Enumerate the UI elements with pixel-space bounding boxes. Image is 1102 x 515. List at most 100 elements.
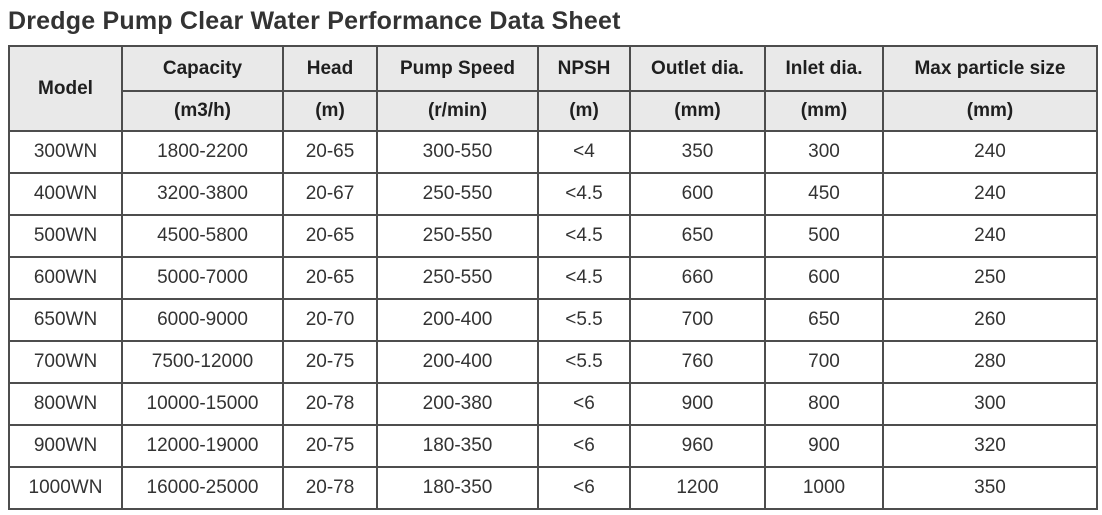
table-cell: 1800-2200 (121, 130, 284, 174)
table-cell: 660 (629, 256, 766, 300)
table-cell: 200-380 (376, 382, 539, 426)
table-cell: 250-550 (376, 256, 539, 300)
table-cell: 180-350 (376, 466, 539, 510)
header-cell-inlet-dia: Inlet dia. (764, 45, 884, 92)
header-cell-model: Model (8, 45, 123, 132)
table-cell: 960 (629, 424, 766, 468)
table-cell: <4.5 (537, 256, 631, 300)
table-cell: 500WN (8, 214, 123, 258)
table-cell: 16000-25000 (121, 466, 284, 510)
table-cell: 250-550 (376, 214, 539, 258)
header-cell-max-particle-size: Max particle size (882, 45, 1098, 92)
table-cell: 240 (882, 172, 1098, 216)
table-cell: 350 (629, 130, 766, 174)
table-cell: 350 (882, 466, 1098, 510)
table-cell: 7500-12000 (121, 340, 284, 384)
unit-cell-outlet-dia: (mm) (629, 90, 766, 132)
table-row: 1000WN 16000-25000 20-78 180-350 <6 1200 1000 3… (8, 466, 1098, 510)
table-cell: 450 (764, 172, 884, 216)
table-cell: 650WN (8, 298, 123, 342)
table-cell: 300 (764, 130, 884, 174)
table-cell: 260 (882, 298, 1098, 342)
table-cell: <6 (537, 466, 631, 510)
table-row: 800WN 10000-15000 20-78 200-380 <6 900 800 300 (8, 382, 1098, 426)
table-cell: 1200 (629, 466, 766, 510)
table-cell: 20-65 (282, 130, 378, 174)
table-cell: 200-400 (376, 298, 539, 342)
table-header: Model Capacity Head Pump Speed NPSH Outl… (8, 45, 1098, 132)
table-cell: 180-350 (376, 424, 539, 468)
unit-cell-inlet-dia: (mm) (764, 90, 884, 132)
table-cell: 250-550 (376, 172, 539, 216)
unit-cell-capacity: (m3/h) (121, 90, 284, 132)
table-cell: 240 (882, 214, 1098, 258)
table-cell: <6 (537, 382, 631, 426)
table-cell: 240 (882, 130, 1098, 174)
table-cell: 20-67 (282, 172, 378, 216)
table-cell: 600WN (8, 256, 123, 300)
page-title: Dredge Pump Clear Water Performance Data… (8, 7, 621, 35)
table-cell: 650 (764, 298, 884, 342)
table-cell: 10000-15000 (121, 382, 284, 426)
unit-cell-npsh: (m) (537, 90, 631, 132)
table-cell: 20-65 (282, 256, 378, 300)
table-cell: <4.5 (537, 172, 631, 216)
table-cell: 650 (629, 214, 766, 258)
table-cell: 760 (629, 340, 766, 384)
table-cell: 600 (629, 172, 766, 216)
table-body: 300WN 1800-2200 20-65 300-550 <4 350 300 240 400… (8, 130, 1098, 510)
header-unit-row: (m3/h) (m) (r/min) (m) (mm) (mm) (mm) (9, 90, 1098, 132)
table-row: 650WN 6000-9000 20-70 200-400 <5.5 700 650 260 (8, 298, 1098, 342)
table-row: 900WN 12000-19000 20-75 180-350 <6 960 900 320 (8, 424, 1098, 468)
performance-table: Model Capacity Head Pump Speed NPSH Outl… (8, 45, 1098, 510)
table-cell: <5.5 (537, 298, 631, 342)
table-cell: 280 (882, 340, 1098, 384)
unit-cell-max-particle-size: (mm) (882, 90, 1098, 132)
table-cell: 5000-7000 (121, 256, 284, 300)
table-cell: 20-75 (282, 340, 378, 384)
table-cell: 300WN (8, 130, 123, 174)
table-cell: 700WN (8, 340, 123, 384)
table-row: 700WN 7500-12000 20-75 200-400 <5.5 760 700 280 (8, 340, 1098, 384)
table-cell: 500 (764, 214, 884, 258)
table-row: 400WN 3200-3800 20-67 250-550 <4.5 600 450 240 (8, 172, 1098, 216)
table-cell: 400WN (8, 172, 123, 216)
table-cell: 700 (629, 298, 766, 342)
table-cell: <5.5 (537, 340, 631, 384)
table-cell: 700 (764, 340, 884, 384)
header-label-row: Model Capacity Head Pump Speed NPSH Outl… (8, 45, 1098, 132)
table-cell: 12000-19000 (121, 424, 284, 468)
header-cell-outlet-dia: Outlet dia. (629, 45, 766, 92)
table-cell: 800WN (8, 382, 123, 426)
table-cell: 900 (764, 424, 884, 468)
table-cell: 4500-5800 (121, 214, 284, 258)
table-row: 600WN 5000-7000 20-65 250-550 <4.5 660 600 250 (8, 256, 1098, 300)
table-cell: <4.5 (537, 214, 631, 258)
header-cell-head: Head (282, 45, 378, 92)
table-row: 500WN 4500-5800 20-65 250-550 <4.5 650 500 240 (8, 214, 1098, 258)
table-cell: 20-75 (282, 424, 378, 468)
table-cell: 20-78 (282, 466, 378, 510)
table-cell: <4 (537, 130, 631, 174)
table-cell: 1000 (764, 466, 884, 510)
header-cell-capacity: Capacity (121, 45, 284, 92)
table-cell: 1000WN (8, 466, 123, 510)
unit-cell-head: (m) (282, 90, 378, 132)
table-cell: 900 (629, 382, 766, 426)
table-cell: 300 (882, 382, 1098, 426)
table-cell: 20-65 (282, 214, 378, 258)
unit-cell-pump-speed: (r/min) (376, 90, 539, 132)
table-cell: 20-70 (282, 298, 378, 342)
table-cell: 3200-3800 (121, 172, 284, 216)
table-cell: 20-78 (282, 382, 378, 426)
table-cell: 320 (882, 424, 1098, 468)
table-cell: 6000-9000 (121, 298, 284, 342)
table-cell: 800 (764, 382, 884, 426)
table-row: 300WN 1800-2200 20-65 300-550 <4 350 300 240 (8, 130, 1098, 174)
table-cell: 900WN (8, 424, 123, 468)
table-cell: 600 (764, 256, 884, 300)
table-cell: <6 (537, 424, 631, 468)
table-cell: 300-550 (376, 130, 539, 174)
header-cell-npsh: NPSH (537, 45, 631, 92)
